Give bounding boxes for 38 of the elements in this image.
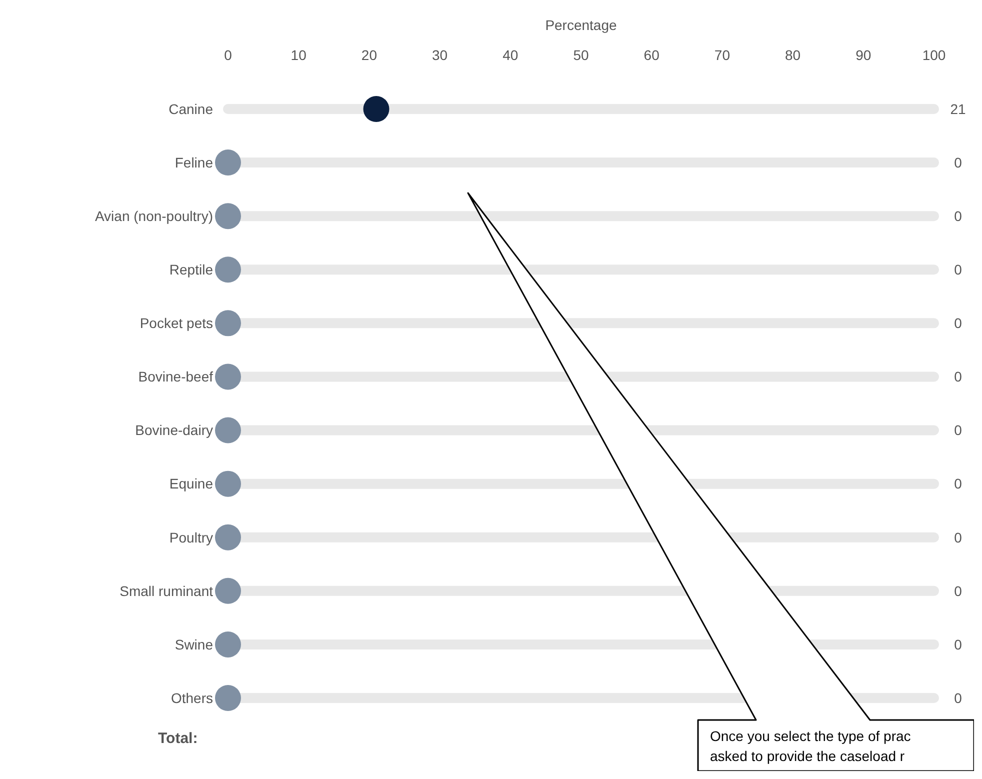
data-label: 0 [954,476,962,492]
data-label: 0 [954,368,962,385]
y-tick-label: Poultry [169,529,213,546]
data-label: 0 [954,262,962,278]
data-label: 0 [954,154,962,170]
data-label: 0 [954,582,962,599]
x-tick-label: 100 [922,47,946,63]
y-tick-label: Reptile [169,262,214,278]
x-tick-label: 90 [856,47,872,63]
text: Once you select the type of prac asked to provide the caseload r [710,728,911,764]
y-tick-label: Bovine-dairy [135,422,213,438]
y-tick-label: Canine [168,100,214,117]
x-tick-label: 70 [714,47,730,63]
x-tick-label: 10 [290,47,307,63]
x-tick-label: 80 [785,47,801,63]
data-label: 0 [954,315,962,332]
y-tick-label: Bovine-beef [138,368,214,385]
y-tick-label: Equine [169,476,214,492]
x-tick-label: 40 [502,47,518,63]
data-label: 0 [954,636,962,652]
x-tick-label: 30 [432,47,448,63]
x-tick-label: 20 [361,47,378,63]
y-tick-label: Pocket pets [140,315,213,332]
x-axis-title: Percentage [545,17,618,33]
x-tick-label: 60 [644,47,660,63]
y-tick-label: Swine [174,636,214,652]
data-label: 0 [954,529,962,546]
y-tick-label: Small ruminant [120,582,214,599]
y-tick-label: Feline [174,154,214,170]
x-tick-label: 50 [573,47,589,63]
text: Total: [158,730,198,747]
y-tick-label: Avian (non-poultry) [94,208,213,224]
data-label: 0 [954,422,962,438]
data-label: 0 [954,690,962,706]
data-label: 0 [954,208,962,224]
data-label: 21 [950,100,966,117]
x-tick-label: 0 [224,47,232,63]
y-tick-label: Others [170,690,213,706]
